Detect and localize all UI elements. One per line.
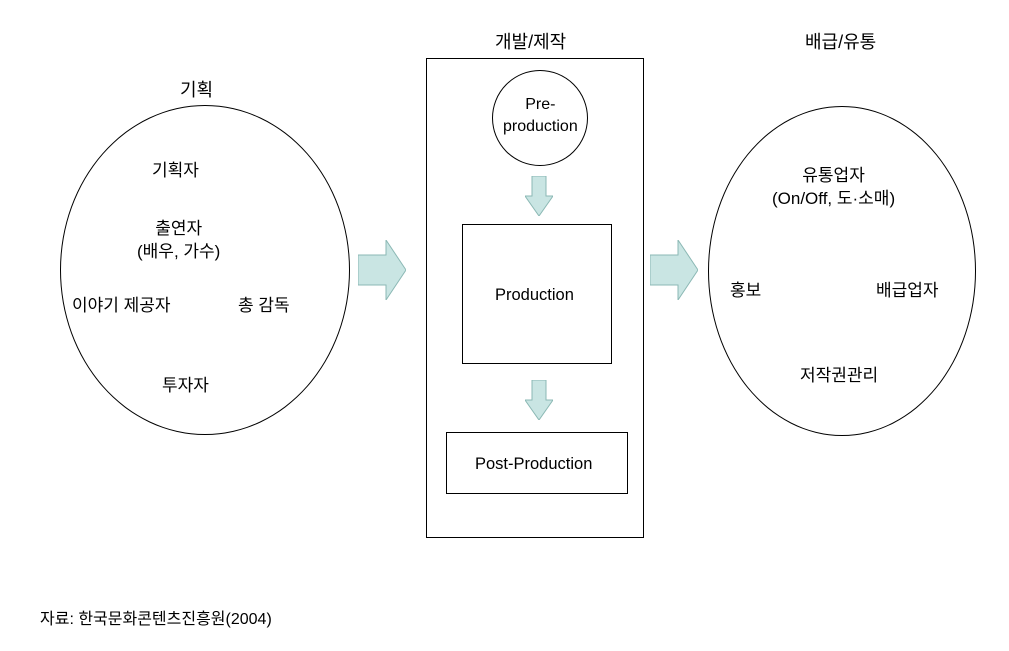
source-citation: 자료: 한국문화콘텐츠진흥원(2004) [40,605,272,629]
stage1-title: 기획 [180,76,213,102]
label-planner: 기획자 [152,160,199,183]
label-distributor: 배급업자 [876,280,939,303]
label-cast: 출연자(배우, 가수) [137,218,220,264]
label-investor: 투자자 [162,375,209,398]
stage3-title: 배급/유통 [805,28,876,54]
preproduction-label: Pre-production [503,94,578,137]
label-distributor-retail: 유통업자(On/Off, 도·소매) [772,165,895,211]
production-label: Production [495,284,574,306]
label-pr: 홍보 [730,280,761,303]
postproduction-label: Post-Production [475,453,592,475]
stage2-title: 개발/제작 [495,28,566,54]
arrow-stage1-to-stage2 [358,240,406,300]
arrow-prod-to-post [525,380,553,420]
label-copyright: 저작권관리 [800,365,878,388]
arrow-stage2-to-stage3 [650,240,698,300]
arrow-pre-to-prod [525,176,553,216]
label-director: 총 감독 [238,295,290,318]
label-story-provider: 이야기 제공자 [72,295,171,318]
